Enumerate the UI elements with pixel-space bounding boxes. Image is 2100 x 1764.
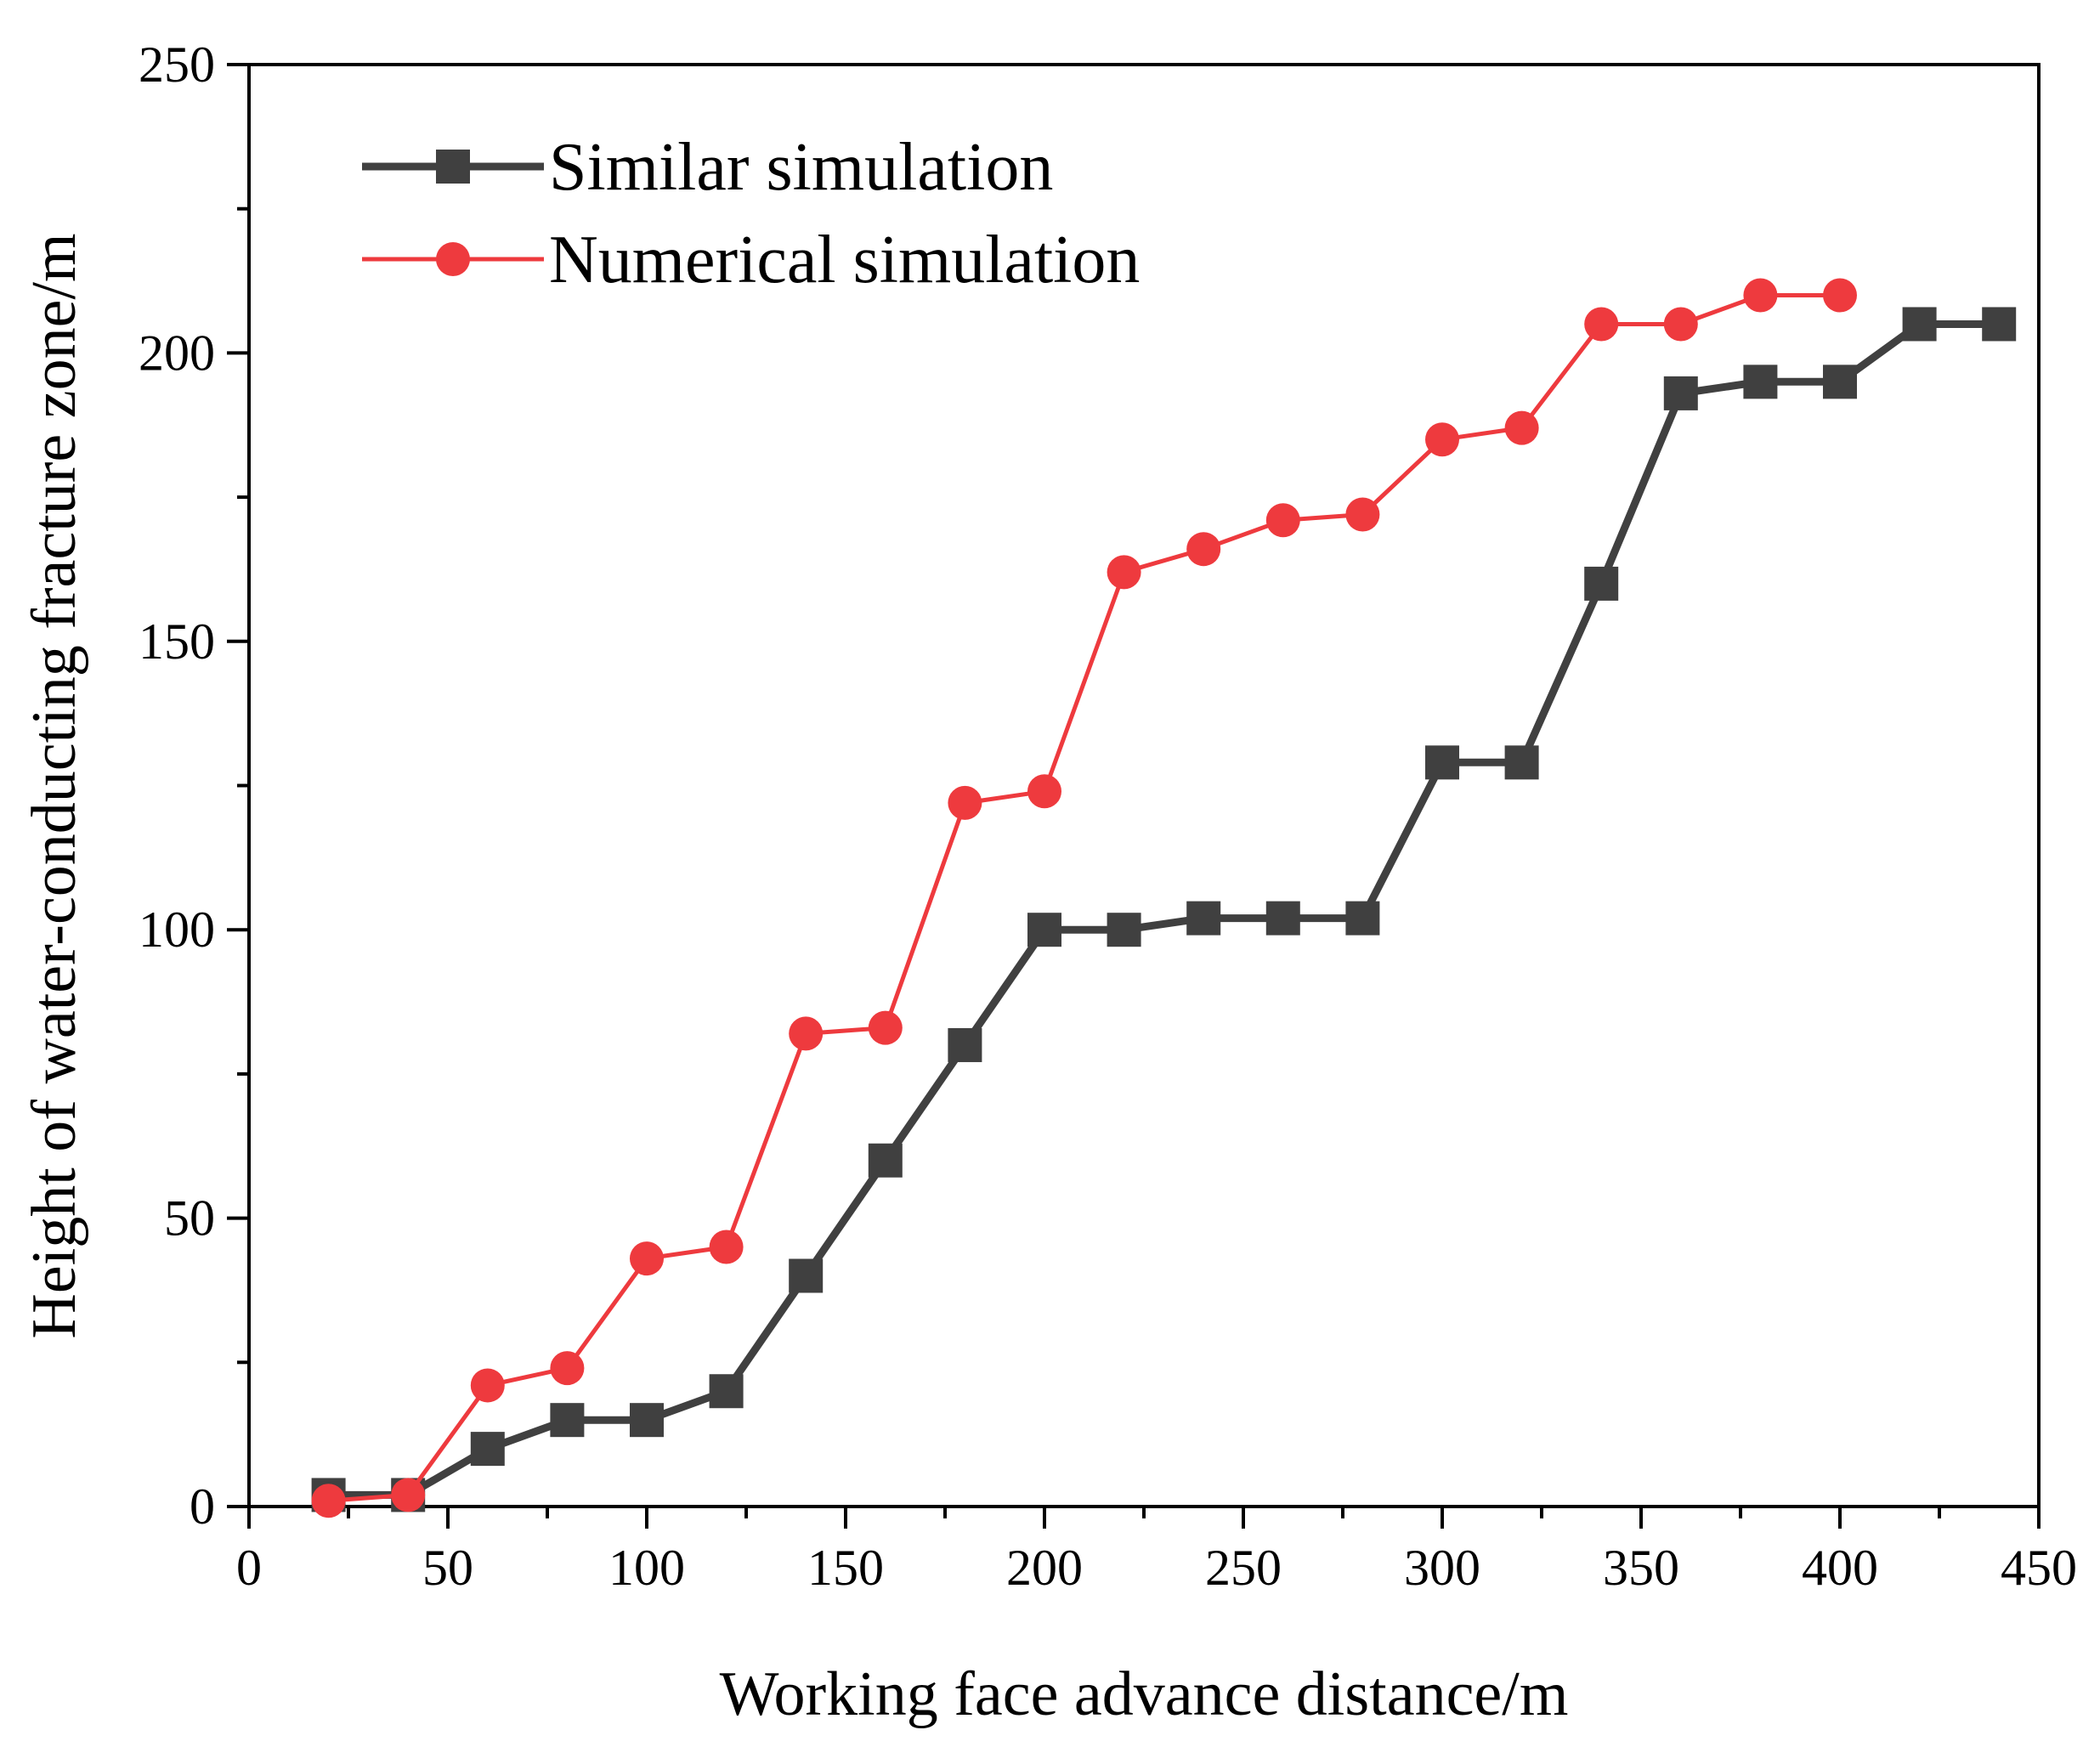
series-line-similar-simulation: [328, 320, 2000, 1499]
data-point-numerical-simulation: [789, 1016, 824, 1051]
data-point-numerical-simulation: [1823, 278, 1857, 313]
data-point-similar-simulation: [1902, 307, 1937, 342]
legend-marker-similar: [436, 150, 470, 184]
x-tick-label: 300: [1404, 1540, 1480, 1596]
data-point-similar-simulation: [1982, 307, 2017, 342]
legend-label-similar: Similar simulation: [549, 130, 1053, 205]
data-point-numerical-simulation: [1186, 532, 1221, 567]
data-point-similar-simulation: [948, 1027, 982, 1062]
series-line-numerical-simulation: [328, 293, 1840, 1503]
data-point-similar-simulation: [470, 1432, 505, 1467]
data-point-numerical-simulation: [470, 1368, 505, 1403]
data-point-numerical-simulation: [1584, 307, 1619, 342]
data-point-numerical-simulation: [1345, 497, 1380, 532]
x-tick-label: 0: [236, 1540, 262, 1596]
data-point-similar-simulation: [1107, 913, 1141, 947]
data-point-similar-simulation: [1027, 913, 1061, 947]
data-point-similar-simulation: [1186, 901, 1221, 936]
series-similar-simulation: [311, 307, 2017, 1512]
data-point-similar-simulation: [1425, 745, 1459, 780]
data-point-similar-simulation: [1504, 745, 1539, 780]
x-tick-label: 100: [608, 1540, 685, 1596]
data-point-similar-simulation: [550, 1403, 585, 1438]
x-tick-label: 150: [807, 1540, 884, 1596]
data-point-numerical-simulation: [391, 1478, 426, 1512]
data-point-similar-simulation: [1584, 566, 1619, 601]
legend-marker-numerical: [436, 242, 470, 276]
data-point-similar-simulation: [709, 1374, 744, 1409]
series-layer: [311, 278, 2017, 1518]
data-point-numerical-simulation: [1107, 555, 1141, 590]
data-point-numerical-simulation: [1743, 278, 1778, 313]
data-point-numerical-simulation: [311, 1484, 346, 1518]
data-point-similar-simulation: [1345, 901, 1380, 936]
tick-layer: 0 50 100 150 200 250 300 350 400 450 0 50 100 150 200 2…: [139, 37, 2077, 1596]
legend-label-numerical: Numerical simulation: [549, 223, 1140, 297]
y-tick-label: 250: [139, 37, 215, 93]
plot-frame: [247, 63, 2041, 1508]
x-tick-label: 50: [422, 1540, 473, 1596]
data-point-numerical-simulation: [1425, 422, 1459, 457]
y-tick-label: 100: [139, 902, 215, 958]
x-tick-label: 200: [1006, 1540, 1083, 1596]
data-point-similar-simulation: [1823, 365, 1857, 399]
x-tick-label: 400: [1802, 1540, 1878, 1596]
x-tick-label: 450: [2001, 1540, 2077, 1596]
data-point-similar-simulation: [1743, 365, 1778, 399]
data-point-numerical-simulation: [1663, 307, 1698, 342]
y-tick-label: 200: [139, 325, 215, 381]
x-tick-label: 350: [1603, 1540, 1679, 1596]
x-tick-label: 250: [1205, 1540, 1282, 1596]
data-point-numerical-simulation: [630, 1241, 664, 1276]
data-point-numerical-simulation: [1027, 774, 1061, 809]
y-axis-label: Height of water-conducting fracture zone…: [20, 233, 89, 1338]
data-point-similar-simulation: [630, 1403, 664, 1438]
data-point-numerical-simulation: [550, 1351, 585, 1386]
data-point-similar-simulation: [789, 1258, 824, 1293]
data-point-numerical-simulation: [709, 1230, 744, 1264]
y-tick-label: 50: [164, 1190, 215, 1247]
y-tick-label: 0: [190, 1478, 215, 1535]
data-point-numerical-simulation: [1265, 503, 1300, 538]
data-point-numerical-simulation: [1504, 410, 1539, 445]
series-numerical-simulation: [311, 278, 1857, 1518]
data-point-similar-simulation: [868, 1143, 903, 1178]
data-point-similar-simulation: [1265, 901, 1300, 936]
x-axis-label: Working face advance distance/m: [720, 1659, 1569, 1729]
y-tick-label: 150: [139, 613, 215, 670]
data-point-similar-simulation: [1663, 376, 1698, 410]
legend: Similar simulation Numerical simulation: [362, 130, 1140, 297]
data-point-numerical-simulation: [868, 1010, 903, 1045]
data-point-numerical-simulation: [948, 785, 982, 820]
